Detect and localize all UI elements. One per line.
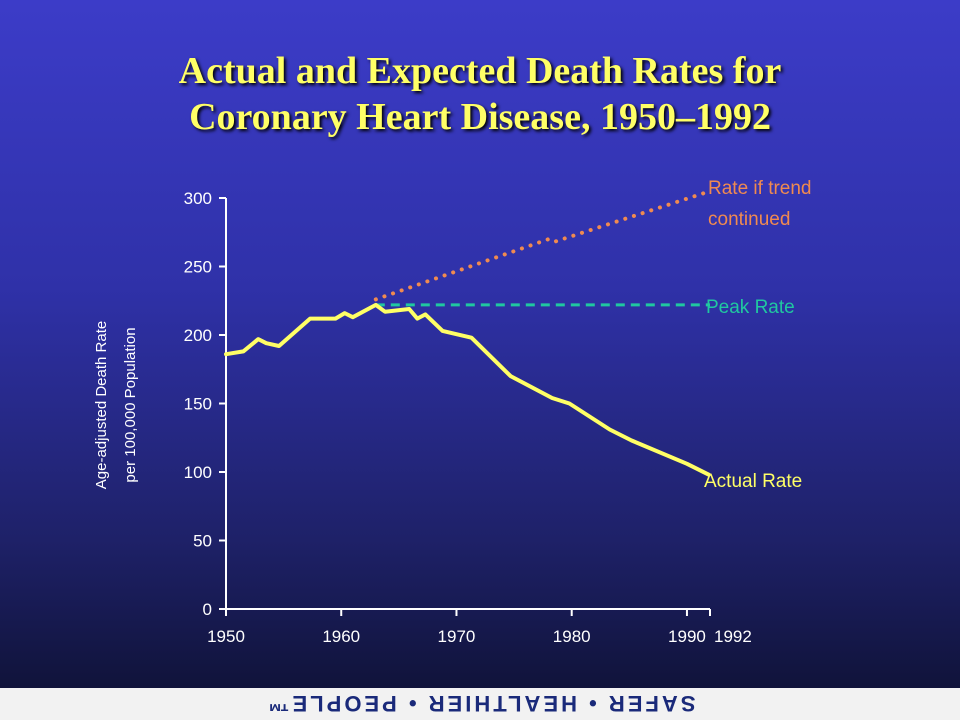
x-tick-label: 1992 — [714, 627, 752, 646]
chart-axes: 0 50 100 150 200 250 300 1950 1960 1970 1980 1990 19… — [184, 189, 752, 646]
y-tick-label: 0 — [203, 600, 212, 619]
y-axis-label-line-1: Age-adjusted Death Rate — [93, 321, 110, 489]
y-tick-label: 300 — [184, 189, 212, 208]
y-tick-label: 200 — [184, 326, 212, 345]
actual-rate-line — [224, 302, 711, 477]
y-tick-label: 150 — [184, 395, 212, 414]
trend-continued-line — [373, 189, 712, 302]
title-line-1: Actual and Expected Death Rates for — [178, 50, 782, 92]
title-line-2: Coronary Heart Disease, 1950–1992 — [189, 96, 771, 138]
slide-title: Actual and Expected Death Rates for Coro… — [0, 48, 960, 140]
x-tick-label: 1970 — [438, 627, 476, 646]
x-tick-label: 1990 — [668, 627, 706, 646]
footer-slogan: SAFER • HEALTHIER • PEOPLE™ — [264, 691, 696, 716]
death-rate-chart: 0 50 100 150 200 250 300 1950 1960 1970 1980 1990 19… — [93, 178, 812, 646]
annotation-peak-rate: Peak Rate — [706, 297, 795, 318]
annotation-trend-line-2: continued — [708, 209, 790, 230]
y-tick-label: 100 — [184, 463, 212, 482]
annotation-trend-line-1: Rate if trend — [708, 178, 812, 199]
y-axis-label-line-2: per 100,000 Population — [122, 327, 139, 482]
annotation-actual-rate: Actual Rate — [704, 471, 802, 492]
x-tick-label: 1960 — [322, 627, 360, 646]
x-tick-label: 1980 — [553, 627, 591, 646]
footer-bar: SAFER • HEALTHIER • PEOPLE™ — [0, 688, 960, 720]
x-tick-label: 1950 — [207, 627, 245, 646]
y-tick-label: 50 — [193, 532, 212, 551]
chart-series — [224, 189, 712, 477]
y-tick-label: 250 — [184, 258, 212, 277]
